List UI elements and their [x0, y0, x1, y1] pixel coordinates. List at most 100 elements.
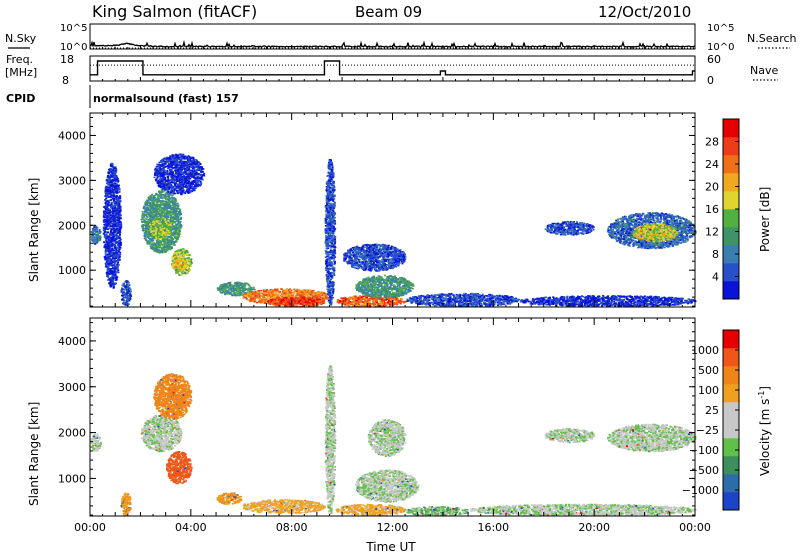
data-cell: [111, 190, 113, 192]
data-cell: [117, 262, 119, 264]
data-cell: [107, 181, 109, 183]
data-cell: [127, 292, 129, 294]
data-cell: [127, 282, 129, 284]
data-cell: [111, 202, 113, 204]
data-cell: [119, 232, 121, 234]
data-cell: [113, 196, 115, 198]
data-cell: [117, 271, 119, 273]
data-cell: [111, 195, 113, 197]
data-cell: [116, 256, 118, 258]
data-cell: [113, 271, 115, 273]
data-cell: [122, 295, 124, 297]
data-cell: [116, 231, 118, 233]
data-cell: [116, 188, 118, 190]
data-cell: [114, 218, 116, 220]
data-cell: [116, 203, 118, 205]
data-cell: [113, 256, 115, 258]
data-cell: [112, 268, 114, 270]
data-cell: [116, 276, 118, 278]
noise-ytick: 10^5: [60, 23, 87, 34]
data-cell: [110, 249, 112, 251]
data-cell: [92, 228, 94, 230]
data-cell: [118, 185, 120, 187]
data-cell: [126, 301, 128, 303]
data-cell: [111, 163, 113, 165]
data-cell: [129, 292, 131, 294]
data-cell: [112, 274, 114, 276]
data-cell: [93, 234, 95, 236]
data-cell: [116, 237, 118, 239]
data-cell: [104, 228, 106, 230]
data-cell: [113, 287, 115, 289]
data-cell: [111, 252, 113, 254]
data-cell: [119, 237, 121, 239]
data-cell: [116, 249, 118, 251]
data-cell: [121, 290, 123, 292]
data-cell: [94, 237, 96, 239]
data-cell: [110, 230, 112, 232]
data-cell: [107, 175, 109, 177]
data-cell: [116, 278, 118, 280]
data-cell: [127, 286, 129, 288]
data-cell: [114, 253, 116, 255]
data-cell: [109, 263, 111, 265]
data-cell: [106, 275, 108, 277]
data-cell: [107, 176, 109, 178]
data-cell: [118, 220, 120, 222]
data-cell: [107, 244, 109, 246]
data-cell: [106, 196, 108, 198]
data-cell: [106, 218, 108, 220]
data-cell: [114, 262, 116, 264]
cpid-label: CPID: [6, 92, 35, 105]
scatter-cells: [91, 154, 697, 308]
data-cell: [119, 256, 121, 258]
data-cell: [115, 274, 117, 276]
data-cell: [108, 213, 110, 215]
data-cell: [95, 240, 97, 242]
data-cell: [107, 267, 109, 269]
data-cell: [110, 206, 112, 208]
data-cell: [116, 181, 118, 183]
data-cell: [107, 237, 109, 239]
data-cell: [109, 256, 111, 258]
data-cell: [91, 236, 93, 238]
data-cell: [110, 181, 112, 183]
data-cell: [116, 254, 118, 256]
data-cell: [117, 223, 119, 225]
data-cell: [118, 243, 120, 245]
data-cell: [112, 198, 114, 200]
data-cell: [109, 283, 111, 285]
data-cell: [108, 178, 110, 180]
data-cell: [116, 213, 118, 215]
noise-ytick-right: 10^0: [707, 42, 734, 53]
data-cell: [103, 227, 105, 229]
data-cell: [104, 207, 106, 209]
data-cell: [104, 224, 106, 226]
data-cell: [119, 246, 121, 248]
data-cell: [114, 185, 116, 187]
data-cell: [105, 266, 107, 268]
noise-panel: 10^510^510^010^0: [60, 23, 734, 53]
data-cell: [119, 234, 121, 236]
data-cell: [94, 243, 96, 245]
data-cell: [98, 232, 100, 234]
data-cell: [108, 253, 110, 255]
data-cell: [97, 240, 99, 242]
data-cell: [113, 249, 115, 251]
data-cell: [110, 190, 112, 192]
nsky-label: N.Sky: [5, 32, 37, 45]
data-cell: [109, 251, 111, 253]
data-cell: [109, 210, 111, 212]
data-cell: [104, 244, 106, 246]
data-cell: [125, 286, 127, 288]
data-cell: [105, 194, 107, 196]
data-cell: [106, 241, 108, 243]
station-title: King Salmon (fitACF): [92, 2, 257, 21]
data-cell: [113, 206, 115, 208]
data-cell: [126, 288, 128, 290]
data-cell: [110, 185, 112, 187]
mode-label: normalsound (fast) 157: [93, 92, 239, 105]
data-cell: [111, 165, 113, 167]
data-cell: [108, 249, 110, 251]
data-cell: [91, 231, 93, 233]
